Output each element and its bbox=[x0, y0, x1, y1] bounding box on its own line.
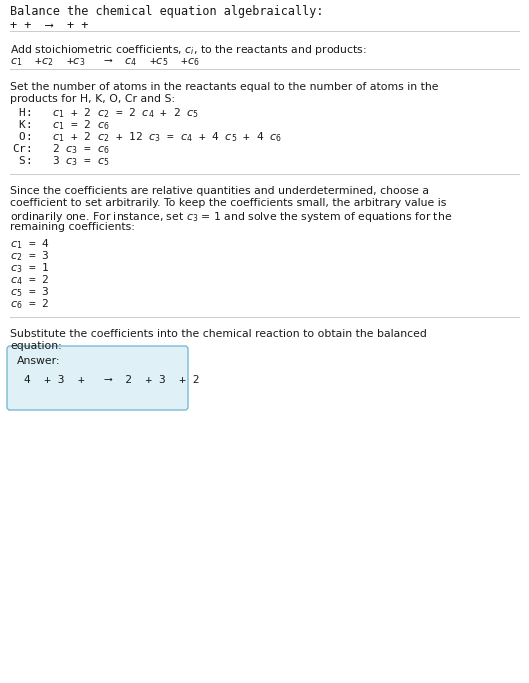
Text: Substitute the coefficients into the chemical reaction to obtain the balanced: Substitute the coefficients into the che… bbox=[10, 329, 427, 339]
Text: $c_1$  +$c_2$  +$c_3$   ⟶  $c_4$  +$c_5$  +$c_6$: $c_1$ +$c_2$ +$c_3$ ⟶ $c_4$ +$c_5$ +$c_6… bbox=[10, 56, 200, 68]
Text: Set the number of atoms in the reactants equal to the number of atoms in the: Set the number of atoms in the reactants… bbox=[10, 82, 439, 92]
Text: products for H, K, O, Cr and S:: products for H, K, O, Cr and S: bbox=[10, 94, 175, 104]
Text: Add stoichiometric coefficients, $c_i$, to the reactants and products:: Add stoichiometric coefficients, $c_i$, … bbox=[10, 43, 367, 57]
Text: 4  + 3  +   ⟶  2  + 3  + 2: 4 + 3 + ⟶ 2 + 3 + 2 bbox=[24, 375, 199, 385]
Text: Balance the chemical equation algebraically:: Balance the chemical equation algebraica… bbox=[10, 5, 324, 18]
Text: Since the coefficients are relative quantities and underdetermined, choose a: Since the coefficients are relative quan… bbox=[10, 186, 429, 196]
Text: Answer:: Answer: bbox=[17, 356, 60, 366]
Text: H:   $c_1$ + 2 $c_2$ = 2 $c_4$ + 2 $c_5$: H: $c_1$ + 2 $c_2$ = 2 $c_4$ + 2 $c_5$ bbox=[12, 106, 199, 120]
Text: $c_1$ = 4: $c_1$ = 4 bbox=[10, 237, 50, 251]
Text: $c_4$ = 2: $c_4$ = 2 bbox=[10, 273, 49, 287]
Text: + +  ⟶  + +: + + ⟶ + + bbox=[10, 19, 88, 32]
Text: coefficient to set arbitrarily. To keep the coefficients small, the arbitrary va: coefficient to set arbitrarily. To keep … bbox=[10, 198, 446, 208]
Text: $c_5$ = 3: $c_5$ = 3 bbox=[10, 285, 49, 298]
Text: ordinarily one. For instance, set $c_3$ = 1 and solve the system of equations fo: ordinarily one. For instance, set $c_3$ … bbox=[10, 210, 452, 224]
Text: O:   $c_1$ + 2 $c_2$ + 12 $c_3$ = $c_4$ + 4 $c_5$ + 4 $c_6$: O: $c_1$ + 2 $c_2$ + 12 $c_3$ = $c_4$ + … bbox=[12, 130, 282, 144]
Text: $c_2$ = 3: $c_2$ = 3 bbox=[10, 249, 49, 263]
Text: K:   $c_1$ = 2 $c_6$: K: $c_1$ = 2 $c_6$ bbox=[12, 118, 110, 132]
FancyBboxPatch shape bbox=[7, 346, 188, 410]
Text: $c_6$ = 2: $c_6$ = 2 bbox=[10, 297, 49, 311]
Text: equation:: equation: bbox=[10, 341, 62, 351]
Text: Cr:   2 $c_3$ = $c_6$: Cr: 2 $c_3$ = $c_6$ bbox=[12, 142, 110, 156]
Text: S:   3 $c_3$ = $c_5$: S: 3 $c_3$ = $c_5$ bbox=[12, 154, 110, 168]
Text: remaining coefficients:: remaining coefficients: bbox=[10, 222, 135, 232]
Text: $c_3$ = 1: $c_3$ = 1 bbox=[10, 261, 49, 275]
